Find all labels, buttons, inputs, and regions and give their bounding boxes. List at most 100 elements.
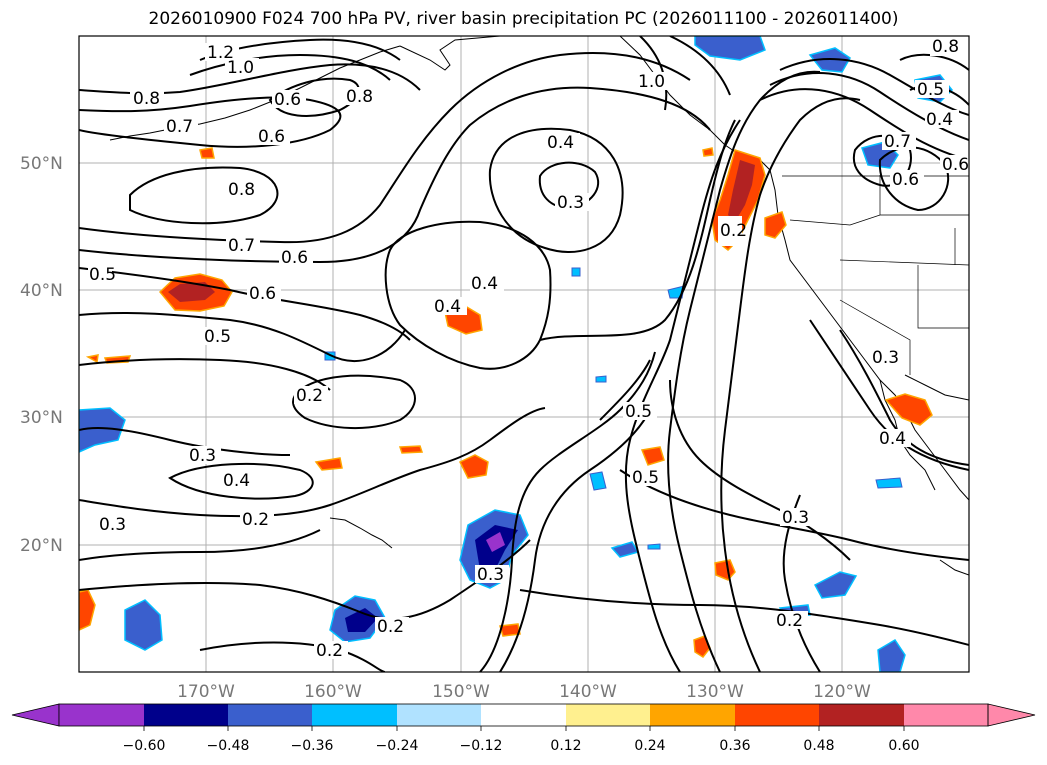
colorbar-tick-label: −0.48 [207,738,250,754]
precip-blob [124,599,163,651]
contour-label: 0.2 [242,510,269,530]
contour-label: 0.5 [89,265,116,285]
contour-line [79,529,321,561]
border-states-1 [789,214,969,226]
precip-blob [877,638,906,672]
contour-line [79,63,421,95]
precip-blob [875,477,903,489]
precip-blob [702,147,714,157]
colorbar-swatch [735,704,819,726]
precip-fills [79,36,954,672]
contour-label: 0.4 [471,274,498,294]
precip-blob [647,543,661,550]
contour-line [639,36,668,111]
precip-blob [589,471,607,491]
contour-line [199,641,386,672]
contour-line [519,589,969,646]
precip-blob [764,211,787,239]
colorbar-swatch [312,704,397,726]
precip-blob [640,446,665,466]
colorbar-swatch [904,704,988,726]
contour-label: 0.6 [258,127,285,147]
contour-label: 0.6 [274,90,301,110]
precip-blob [694,36,766,61]
precip-blob [728,160,755,222]
contour-label: 0.2 [316,641,343,661]
contour-label: 0.3 [477,565,504,585]
colorbar-tick-label: −0.24 [376,738,419,754]
coast-us-west [769,169,969,501]
colorbar-swatch [819,704,904,726]
contour-label: 1.0 [227,58,254,78]
lon-tick-label: 170°W [177,682,235,702]
contour-label: 0.3 [99,515,126,535]
contour-label: 0.4 [926,110,953,130]
contour-label: 1.0 [638,72,665,92]
contour-label: 0.6 [249,284,276,304]
coastlines [109,36,969,576]
colorbar-tick-label: 0.48 [803,738,834,754]
precip-blob [458,454,489,479]
contour-line [79,427,291,456]
contour-line [79,407,546,518]
contour-line [759,88,969,161]
contour-label: 0.7 [884,132,911,152]
precip-blob [398,445,424,454]
contour-line [79,311,406,362]
precip-blob [486,532,505,552]
contour-line [79,52,691,244]
colorbar-swatch [481,704,566,726]
lat-tick-label: 40°N [20,281,63,301]
contour-label: 0.3 [557,193,584,213]
contour-line [79,267,411,341]
contour-label: 0.4 [547,133,574,153]
contour-line [809,319,969,471]
precip-blob [813,571,858,599]
lon-axis: 170°W 160°W 150°W 140°W 130°W 120°W [177,682,871,702]
precip-blob [168,282,215,302]
contour-label: 0.4 [879,429,906,449]
coast-hawaii [329,517,393,549]
colorbar-tick-label: 0.60 [888,738,919,754]
lat-tick-label: 30°N [20,408,63,428]
precip-blob [714,559,736,581]
lon-tick-label: 140°W [559,682,617,702]
contour-line [669,36,731,96]
lon-tick-label: 130°W [686,682,744,702]
precip-blob [199,147,215,159]
colorbar: −0.60 −0.48 −0.36 −0.24 −0.12 0.12 0.24 … [11,703,1036,754]
contour-label: 0.2 [720,221,747,241]
contour-label: 0.3 [872,348,899,368]
lat-tick-label: 50°N [20,154,63,174]
pv-contours [79,36,969,672]
contour-label: 0.4 [223,471,250,491]
contour-line [79,539,531,620]
colorbar-tick-label: 0.24 [634,738,665,754]
precip-blob [595,375,607,383]
precip-blob [79,589,96,631]
coast-mexico-south [939,559,969,576]
lat-axis: 50°N 40°N 30°N 20°N [20,154,63,556]
lon-tick-label: 120°W [813,682,871,702]
contour-line [720,97,861,672]
contour-label: 0.2 [377,617,404,637]
colorbar-under-arrow [11,703,60,727]
contour-labels: 1.2 1.0 0.8 0.7 0.6 0.8 0.6 0.8 0.7 0.6 … [88,37,969,661]
contour-line [667,70,821,672]
coast-mexico [904,374,969,401]
colorbar-tick-label: 0.12 [550,738,581,754]
lon-tick-label: 160°W [304,682,362,702]
contour-line [538,161,600,210]
contour-label: 0.7 [228,236,255,256]
contour-line [384,220,552,370]
contour-label: 0.5 [625,402,652,422]
contour-line [619,469,969,561]
colorbar-swatch [397,704,481,726]
contour-label: 0.8 [932,37,959,57]
contour-label: 0.4 [434,297,461,317]
contour-label: 0.8 [346,87,373,107]
colorbar-tick-label: 0.36 [719,738,750,754]
border-states-4 [839,299,911,375]
contour-label: 0.8 [133,89,160,109]
